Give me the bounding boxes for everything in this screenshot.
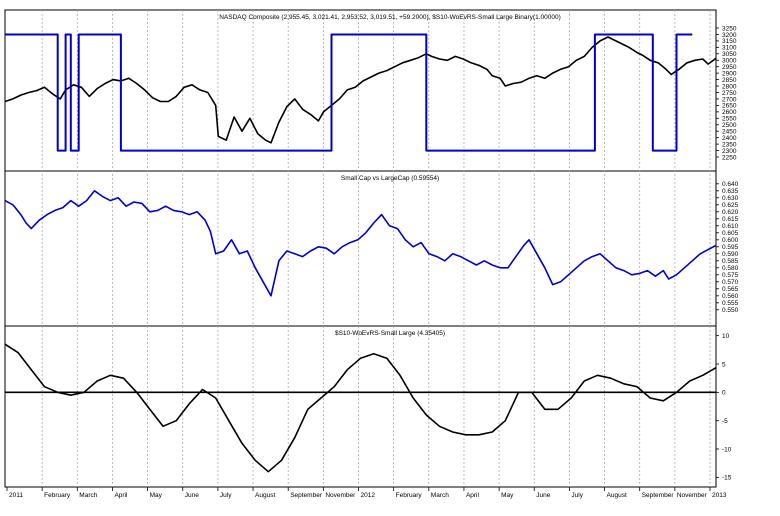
ratio-y-tick-label-18: 0.640	[722, 181, 739, 188]
osc-panel-title: $S10-WoEvRS-Small Large (4.35405)	[335, 330, 445, 337]
ratio-y-tick-label-15: 0.625	[722, 202, 739, 209]
ratio-y-tick-label-12: 0.610	[722, 223, 739, 230]
x-tick-label-5: June	[185, 492, 199, 499]
osc-series-line-0	[4, 343, 717, 473]
price-series-line-1	[5, 33, 693, 152]
ratio-y-tick-label-2: 0.560	[722, 293, 739, 300]
y-tick-labels: 2250230023502400245025002550260026502700…	[716, 25, 739, 482]
grid-layer	[41, 10, 711, 487]
ratio-y-tick-label-10: 0.600	[722, 237, 739, 244]
ratio-y-tick-label-5: 0.575	[722, 272, 739, 279]
ratio-y-tick-label-6: 0.580	[722, 265, 739, 272]
osc-y-tick-label-2: -5	[722, 418, 728, 425]
x-tick-label-4: May	[150, 492, 163, 499]
x-tick-label-16: July	[571, 492, 583, 499]
price-y-tick-label-20: 3250	[722, 25, 737, 32]
price-y-tick-label-18: 3150	[722, 38, 737, 45]
price-y-tick-label-11: 2800	[722, 83, 737, 90]
price-y-tick-label-14: 2950	[722, 64, 737, 71]
x-tick-label-11: February	[396, 492, 423, 499]
ratio-y-tick-label-16: 0.630	[722, 195, 739, 202]
ratio-series-line-0	[4, 190, 717, 297]
price-y-tick-label-1: 2300	[722, 148, 737, 155]
price-y-tick-label-2: 2350	[722, 141, 737, 148]
ratio-y-tick-label-1: 0.555	[722, 300, 739, 307]
x-tick-label-0: 2011	[9, 492, 23, 499]
x-tick-label-7: August	[255, 492, 275, 499]
osc-y-tick-label-1: -10	[722, 446, 732, 453]
price-y-tick-label-6: 2550	[722, 116, 737, 123]
osc-y-tick-label-5: 10	[722, 333, 730, 340]
price-y-tick-label-5: 2500	[722, 122, 737, 129]
series-layer	[4, 33, 717, 473]
x-tick-label-14: May	[501, 492, 514, 499]
ratio-y-tick-label-0: 0.550	[722, 307, 739, 314]
x-tick-label-20: 2013	[712, 492, 727, 499]
price-y-tick-label-9: 2700	[722, 96, 737, 103]
price-panel-title: NASDAQ Composite (2,955.45, 3,021.41, 2,…	[219, 14, 561, 21]
ratio-y-tick-label-17: 0.635	[722, 188, 739, 195]
ratio-y-tick-label-9: 0.595	[722, 244, 739, 251]
price-y-tick-label-12: 2850	[722, 77, 737, 84]
ratio-y-tick-label-11: 0.605	[722, 230, 739, 237]
x-tick-label-3: April	[114, 492, 128, 499]
price-y-tick-label-16: 3050	[722, 51, 737, 58]
x-tick-labels: 2011 February March April May June July August S…	[6, 487, 727, 499]
price-y-tick-label-10: 2750	[722, 90, 737, 97]
x-tick-label-6: July	[220, 492, 232, 499]
x-tick-label-8: September	[290, 492, 323, 499]
x-tick-label-18: September	[642, 492, 675, 499]
ratio-panel-frame	[4, 170, 717, 327]
ratio-panel-title: Small Cap vs LargeCap (0.59554)	[341, 175, 439, 182]
x-tick-label-13: April	[466, 492, 480, 499]
ratio-y-tick-label-3: 0.565	[722, 286, 739, 293]
x-tick-label-9: November	[325, 492, 356, 499]
osc-y-tick-label-4: 5	[722, 361, 726, 368]
price-y-tick-label-15: 3000	[722, 58, 737, 65]
price-series-line-0	[4, 36, 717, 144]
x-tick-label-15: June	[536, 492, 550, 499]
price-y-tick-label-13: 2900	[722, 70, 737, 77]
x-tick-label-10: 2012	[361, 492, 376, 499]
x-tick-label-1: February	[44, 492, 71, 499]
ratio-y-tick-label-8: 0.590	[722, 251, 739, 258]
x-tick-label-12: March	[431, 492, 449, 499]
osc-panel-frame	[4, 325, 717, 488]
x-tick-label-17: August	[607, 492, 627, 499]
price-y-tick-label-17: 3100	[722, 45, 737, 52]
price-y-tick-label-19: 3200	[722, 32, 737, 39]
x-tick-label-19: November	[677, 492, 708, 499]
ratio-y-tick-label-13: 0.615	[722, 216, 739, 223]
x-tick-label-2: March	[79, 492, 97, 499]
osc-y-tick-label-3: 0	[722, 390, 726, 397]
price-y-tick-label-8: 2650	[722, 103, 737, 110]
price-y-tick-label-3: 2400	[722, 135, 737, 142]
price-y-tick-label-0: 2250	[722, 154, 737, 161]
ratio-y-tick-label-7: 0.585	[722, 258, 739, 265]
price-y-tick-label-4: 2450	[722, 129, 737, 136]
price-y-tick-label-7: 2600	[722, 109, 737, 116]
ratio-y-tick-label-4: 0.570	[722, 279, 739, 286]
ratio-y-tick-label-14: 0.620	[722, 209, 739, 216]
osc-y-tick-label-0: -15	[722, 475, 732, 482]
